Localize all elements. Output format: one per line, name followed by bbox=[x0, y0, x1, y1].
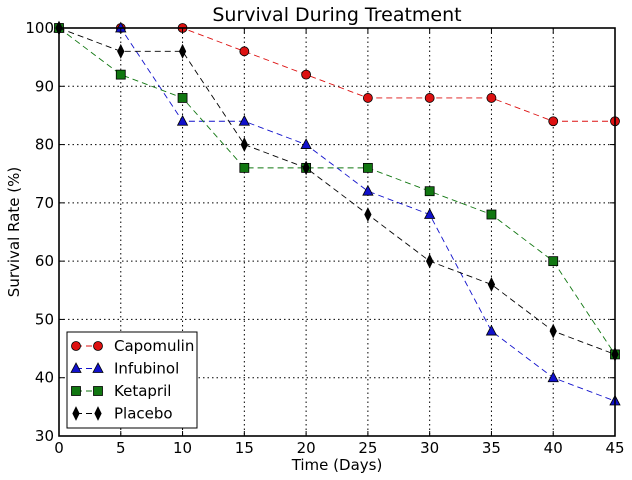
data-point-placebo bbox=[426, 253, 434, 269]
y-tick-label: 70 bbox=[35, 194, 54, 212]
y-tick-label: 50 bbox=[35, 310, 54, 328]
legend-marker-placebo bbox=[72, 406, 80, 421]
data-point-placebo bbox=[364, 207, 372, 222]
data-point-placebo bbox=[178, 43, 187, 59]
data-point-infubinol bbox=[547, 371, 559, 383]
data-point-placebo bbox=[302, 160, 310, 176]
y-tick-label: 40 bbox=[35, 369, 54, 387]
data-point-infubinol bbox=[485, 324, 498, 336]
x-tick-label: 0 bbox=[54, 439, 64, 457]
x-tick-label: 15 bbox=[235, 439, 254, 457]
x-tick-label: 25 bbox=[358, 439, 377, 457]
data-point-placebo bbox=[549, 323, 557, 339]
data-point-capomulin bbox=[301, 69, 312, 80]
data-point-infubinol bbox=[362, 184, 374, 196]
data-point-ketapril bbox=[115, 69, 126, 80]
series-placebo bbox=[55, 20, 619, 362]
data-point-placebo bbox=[240, 137, 248, 152]
data-point-ketapril bbox=[177, 93, 188, 103]
legend-item-placebo: Placebo bbox=[72, 405, 173, 423]
data-point-capomulin bbox=[424, 93, 435, 103]
legend-marker-infubinol bbox=[70, 362, 82, 373]
data-point-ketapril bbox=[424, 186, 435, 197]
data-point-capomulin bbox=[362, 93, 373, 103]
plot-frame bbox=[58, 27, 616, 437]
chart-title: Survival During Treatment bbox=[212, 4, 461, 26]
data-point-infubinol bbox=[424, 208, 436, 219]
x-tick-label: 5 bbox=[116, 439, 126, 457]
data-point-infubinol bbox=[176, 114, 189, 126]
series-line-capomulin bbox=[59, 27, 615, 122]
legend-item-capomulin: Capomulin bbox=[71, 337, 194, 355]
y-tick-label: 30 bbox=[35, 427, 54, 445]
legend-marker-infubinol bbox=[92, 362, 104, 373]
data-point-ketapril bbox=[239, 162, 250, 173]
data-point-placebo bbox=[117, 43, 125, 59]
data-point-placebo bbox=[487, 277, 496, 292]
legend-marker-placebo bbox=[94, 406, 102, 421]
legend-item-infubinol: Infubinol bbox=[70, 360, 179, 378]
x-tick-label: 45 bbox=[605, 439, 624, 457]
legend: Capomulin Infubinol Ketapril Placebo bbox=[66, 331, 198, 429]
x-tick-label: 40 bbox=[544, 439, 563, 457]
legend-marker-ketapril bbox=[71, 386, 81, 396]
legend-marker-capomulin bbox=[71, 341, 81, 351]
legend-label: Placebo bbox=[114, 405, 173, 423]
legend-label: Ketapril bbox=[114, 382, 171, 400]
y-axis-label: Survival Rate (%) bbox=[5, 167, 23, 297]
x-tick-label: 20 bbox=[297, 439, 316, 457]
series-line-placebo bbox=[58, 27, 616, 355]
data-point-capomulin bbox=[486, 93, 497, 103]
x-tick-label: 30 bbox=[420, 439, 439, 457]
legend-item-ketapril: Ketapril bbox=[71, 382, 171, 400]
x-tick-label: 10 bbox=[173, 439, 192, 457]
series-capomulin bbox=[54, 23, 620, 127]
x-axis-label: Time (Days) bbox=[291, 456, 383, 474]
data-point-ketapril bbox=[486, 209, 497, 220]
legend-box bbox=[66, 331, 198, 429]
axis-ticks: 0 5 10 15 20 25 30 35 40 45 30 40 50 60 70 80 90 100 bbox=[25, 19, 624, 457]
legend-marker-capomulin bbox=[93, 341, 103, 351]
data-point-ketapril bbox=[362, 162, 373, 173]
y-tick-label: 100 bbox=[25, 19, 54, 37]
data-point-infubinol bbox=[300, 138, 312, 149]
series-line-ketapril bbox=[58, 27, 616, 355]
data-point-ketapril bbox=[548, 256, 559, 267]
legend-label: Infubinol bbox=[114, 360, 179, 378]
data-point-infubinol bbox=[238, 114, 250, 126]
legend-label: Capomulin bbox=[114, 337, 194, 355]
legend-marker-ketapril bbox=[93, 386, 103, 396]
y-tick-label: 60 bbox=[35, 252, 54, 270]
data-point-capomulin bbox=[239, 46, 250, 57]
y-tick-label: 80 bbox=[35, 136, 54, 154]
x-tick-label: 35 bbox=[482, 439, 501, 457]
data-point-capomulin bbox=[548, 116, 559, 127]
y-tick-label: 90 bbox=[35, 77, 54, 95]
series-line-infubinol bbox=[59, 27, 616, 402]
